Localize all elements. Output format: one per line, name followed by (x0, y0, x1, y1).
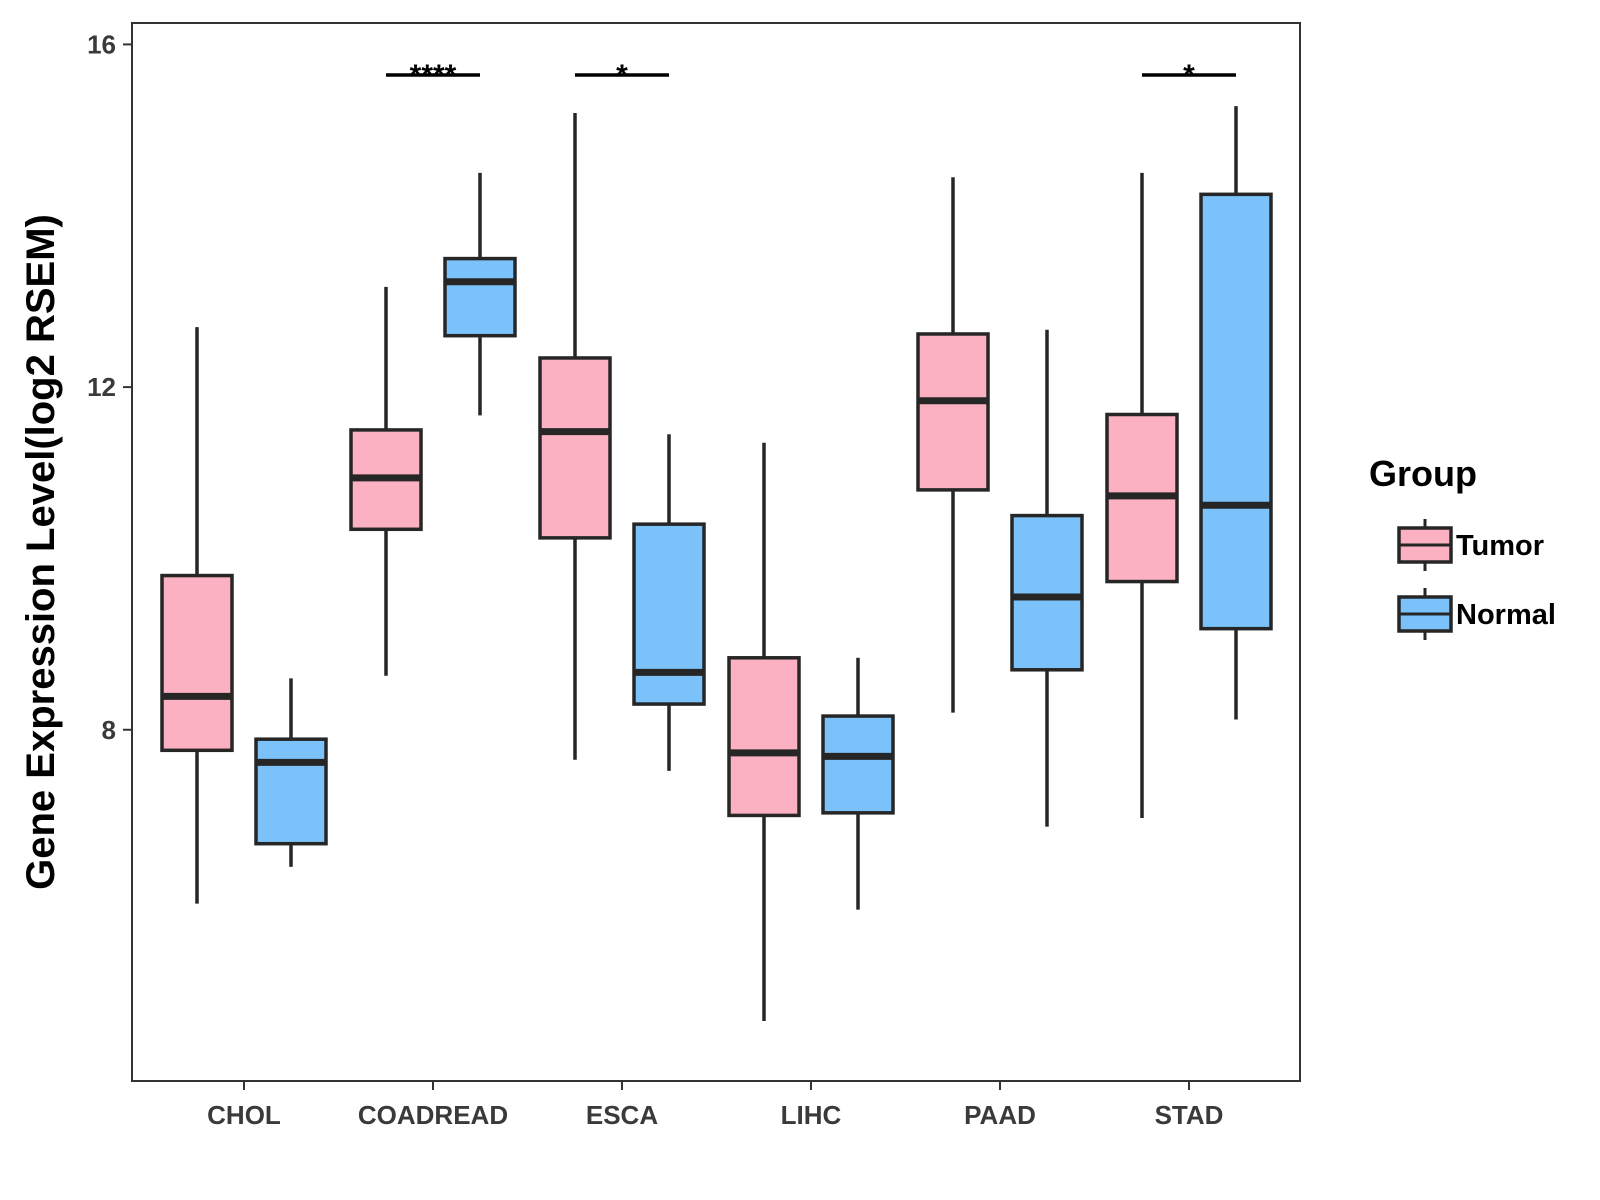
box-body (1199, 192, 1273, 631)
y-tick-label: 12 (87, 372, 116, 402)
box-tumor-chol (160, 327, 234, 904)
legend-key-tumor (1397, 519, 1453, 571)
box-body (538, 356, 612, 540)
significance-label: * (616, 59, 628, 92)
y-axis: 8 12 16 (87, 29, 132, 745)
y-tick-label: 16 (87, 29, 116, 59)
significance-label: **** (410, 59, 457, 92)
x-axis: CHOL COADREAD ESCA LIHC PAAD STAD (207, 1081, 1223, 1130)
box-body (254, 737, 328, 846)
box-layer (160, 106, 1273, 1022)
x-tick-label: CHOL (207, 1100, 281, 1130)
legend-label-tumor: Tumor (1456, 530, 1544, 562)
box-body (916, 332, 990, 492)
box-normal-coadread (443, 172, 517, 416)
x-tick-label: PAAD (964, 1100, 1036, 1130)
box-tumor-coadread (349, 286, 423, 676)
box-normal-stad (1199, 106, 1273, 720)
box-tumor-paad (916, 177, 990, 713)
box-body (443, 256, 517, 338)
significance-layer: **** * * (386, 59, 1236, 92)
x-tick-label: ESCA (586, 1100, 658, 1130)
box-tumor-esca (538, 112, 612, 760)
box-normal-paad (1010, 329, 1084, 827)
y-axis-title: Gene Expression Level(log2 RSEM) (19, 214, 63, 890)
box-body (1010, 513, 1084, 672)
legend-key-normal (1397, 588, 1453, 640)
box-tumor-lihc (727, 442, 801, 1022)
legend-title: Group (1369, 453, 1477, 494)
legend: Group Tumor Normal (1369, 453, 1556, 640)
x-tick-label: STAD (1155, 1100, 1224, 1130)
box-tumor-stad (1105, 172, 1179, 818)
box-body (160, 573, 234, 753)
box-body (821, 714, 895, 815)
box-body (727, 656, 801, 818)
y-tick-label: 8 (102, 715, 116, 745)
legend-label-normal: Normal (1456, 599, 1556, 631)
box-normal-chol (254, 678, 328, 867)
x-tick-label: LIHC (781, 1100, 842, 1130)
significance-label: * (1183, 59, 1195, 92)
box-normal-esca (632, 434, 706, 771)
box-normal-lihc (821, 657, 895, 910)
box-body (632, 522, 706, 706)
x-tick-label: COADREAD (358, 1100, 508, 1130)
